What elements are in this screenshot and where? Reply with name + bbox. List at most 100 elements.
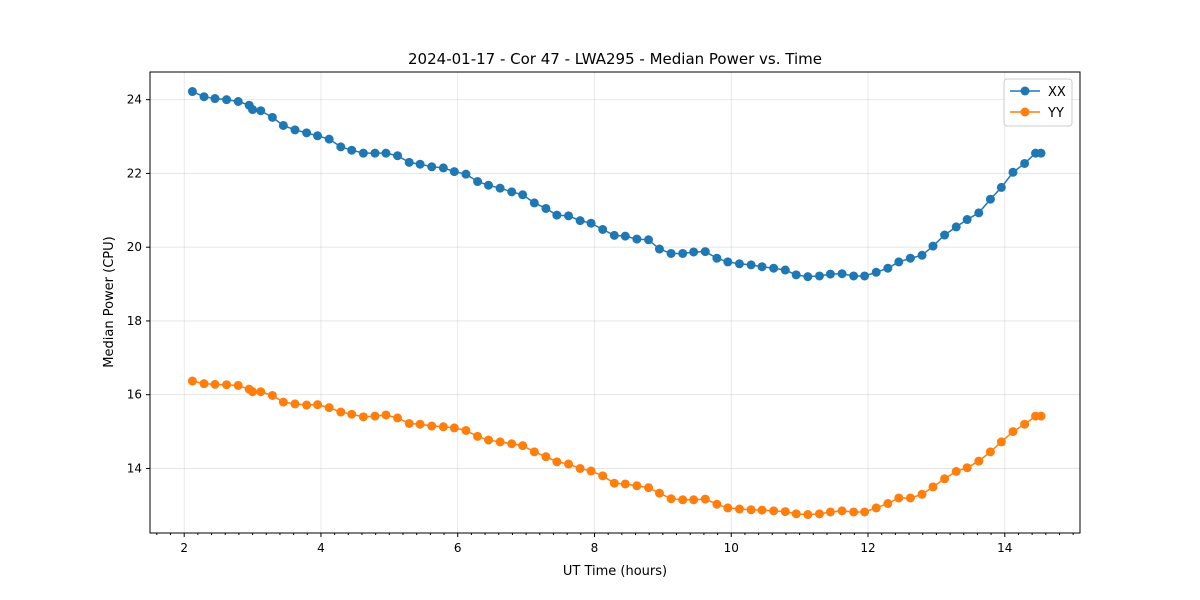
- data-point-yy: [632, 481, 642, 491]
- data-point-xx: [632, 234, 642, 244]
- data-point-yy: [575, 463, 585, 473]
- data-point-yy: [996, 437, 1006, 447]
- data-point-yy: [1020, 419, 1030, 429]
- data-point-xx: [894, 257, 904, 267]
- data-point-xx: [518, 190, 528, 200]
- data-point-xx: [849, 271, 859, 281]
- data-point-yy: [324, 403, 334, 413]
- data-point-yy: [598, 471, 608, 481]
- data-point-xx: [278, 120, 288, 130]
- data-point-yy: [347, 409, 357, 419]
- y-tick-label: 20: [127, 240, 142, 254]
- data-point-xx: [415, 159, 425, 169]
- legend-label-yy: YY: [1047, 106, 1064, 121]
- data-point-yy: [248, 387, 258, 397]
- data-point-xx: [552, 210, 562, 220]
- data-point-yy: [814, 509, 824, 519]
- data-point-yy: [985, 447, 995, 457]
- data-point-xx: [233, 97, 243, 106]
- data-point-yy: [791, 509, 801, 519]
- data-point-yy: [962, 463, 972, 473]
- data-point-xx: [393, 151, 403, 161]
- data-point-xx: [825, 269, 835, 279]
- data-point-yy: [928, 482, 938, 492]
- data-point-xx: [347, 145, 357, 155]
- data-point-yy: [495, 437, 505, 447]
- legend-label-xx: XX: [1048, 85, 1066, 100]
- data-point-yy: [256, 387, 266, 397]
- x-tick-label: 14: [997, 541, 1012, 555]
- data-point-yy: [780, 507, 790, 517]
- data-point-xx: [996, 182, 1006, 192]
- data-point-yy: [609, 478, 619, 488]
- y-tick-label: 16: [127, 388, 142, 402]
- data-point-xx: [769, 263, 779, 273]
- data-point-xx: [803, 272, 813, 282]
- data-point-yy: [222, 380, 232, 390]
- data-point-yy: [825, 507, 835, 517]
- data-point-yy: [381, 410, 391, 420]
- data-point-yy: [883, 499, 893, 508]
- data-point-xx: [404, 157, 414, 167]
- data-point-xx: [985, 194, 995, 204]
- data-point-xx: [723, 257, 733, 267]
- x-tick-label: 8: [591, 541, 599, 555]
- data-point-xx: [883, 263, 893, 273]
- data-point-xx: [427, 162, 437, 172]
- data-point-xx: [1008, 167, 1018, 177]
- x-tick-label: 12: [860, 541, 875, 555]
- legend-marker-xx: [1020, 86, 1030, 96]
- data-point-xx: [860, 271, 870, 281]
- data-point-xx: [1036, 148, 1046, 158]
- data-point-yy: [757, 505, 767, 515]
- data-point-xx: [381, 148, 391, 158]
- data-point-xx: [917, 250, 927, 260]
- x-axis-ticks: 2 4 6 8 10 12 14: [180, 533, 1012, 555]
- data-point-xx: [575, 216, 585, 226]
- data-point-xx: [507, 187, 517, 197]
- data-point-yy: [313, 400, 323, 410]
- data-point-yy: [644, 483, 654, 493]
- data-point-xx: [620, 231, 630, 241]
- data-point-xx: [757, 262, 767, 272]
- y-axis-label: Median Power (CPU): [102, 236, 117, 367]
- data-point-yy: [734, 504, 744, 514]
- data-point-yy: [689, 495, 699, 505]
- data-point-yy: [552, 457, 562, 467]
- data-point-xx: [541, 203, 551, 213]
- data-point-yy: [290, 399, 300, 409]
- data-point-xx: [962, 215, 972, 225]
- data-point-xx: [666, 248, 676, 258]
- data-point-xx: [256, 106, 266, 116]
- data-point-yy: [837, 506, 847, 516]
- data-point-yy: [1008, 427, 1018, 437]
- data-point-xx: [199, 92, 209, 102]
- data-point-yy: [541, 452, 551, 462]
- y-tick-label: 22: [127, 166, 142, 180]
- data-point-yy: [427, 421, 437, 431]
- data-point-yy: [267, 390, 277, 400]
- data-point-xx: [871, 267, 881, 277]
- data-point-xx: [940, 230, 950, 240]
- data-point-yy: [564, 459, 573, 469]
- data-point-yy: [473, 431, 483, 441]
- data-point-yy: [415, 419, 425, 429]
- data-point-yy: [746, 505, 756, 515]
- data-point-yy: [894, 493, 904, 503]
- data-point-xx: [609, 230, 619, 240]
- chart-title: 2024-01-17 - Cor 47 - LWA295 - Median Po…: [408, 50, 822, 68]
- data-point-xx: [654, 244, 664, 254]
- data-point-xx: [837, 269, 847, 279]
- data-point-yy: [302, 400, 312, 410]
- data-point-yy: [620, 479, 630, 489]
- data-point-xx: [324, 134, 334, 144]
- data-point-yy: [803, 510, 813, 520]
- data-point-xx: [814, 271, 824, 281]
- data-point-yy: [712, 499, 722, 509]
- data-point-yy: [723, 503, 733, 513]
- x-axis-label: UT Time (hours): [563, 564, 667, 579]
- legend-marker-yy: [1020, 107, 1030, 117]
- data-point-xx: [734, 259, 744, 269]
- data-point-xx: [689, 247, 699, 257]
